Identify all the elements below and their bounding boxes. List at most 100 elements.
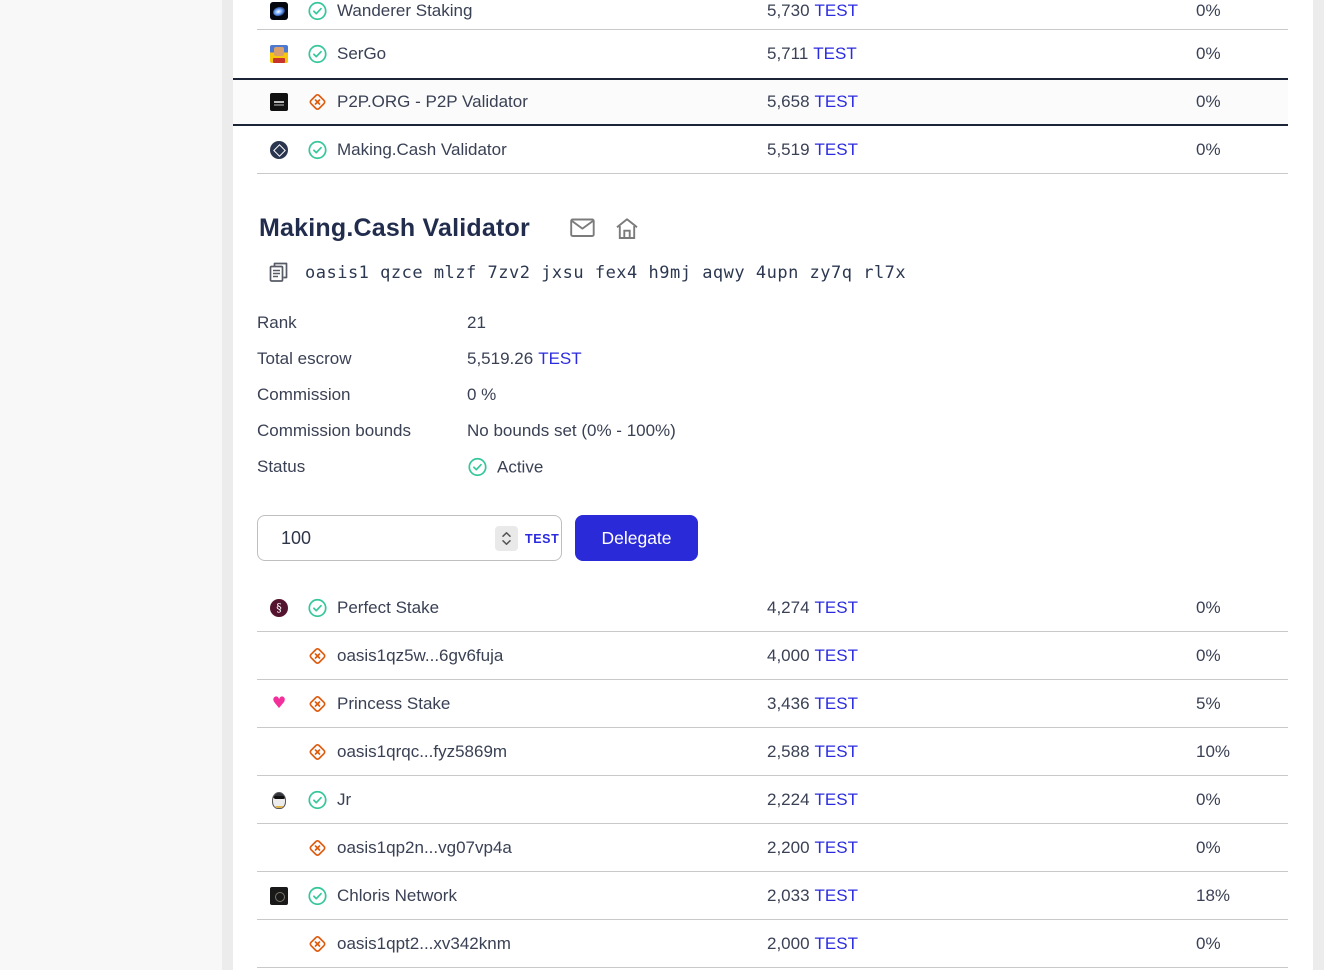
escrow-amount: 5,658 — [767, 92, 810, 111]
row-separator — [257, 631, 1288, 632]
commission-pct: 0% — [1196, 598, 1221, 617]
escrow-amount: 5,711 — [767, 44, 809, 63]
token-link[interactable]: TEST — [814, 886, 858, 905]
validator-name[interactable]: oasis1qpt2...xv342knm — [337, 934, 511, 953]
token-link[interactable]: TEST — [538, 349, 582, 368]
validator-name[interactable]: SerGo — [337, 44, 387, 63]
validator-name[interactable]: P2P.ORG - P2P Validator — [337, 92, 528, 111]
token-link[interactable]: TEST — [813, 44, 857, 63]
token-link[interactable]: TEST — [814, 646, 858, 665]
token-link[interactable]: TEST — [814, 0, 858, 20]
escrow-amount: 3,436 — [767, 694, 810, 713]
table-row[interactable]: Making.Cash Validator 5,519 TEST 0% — [233, 126, 1288, 174]
escrow-amount: 2,224 — [767, 790, 810, 809]
validator-name[interactable]: Princess Stake — [337, 694, 451, 713]
validator-name[interactable]: oasis1qrqc...fyz5869m — [337, 742, 508, 761]
empty-avatar — [270, 647, 288, 665]
table-row[interactable]: SerGo 5,711 TEST 0% — [233, 30, 1288, 78]
token-link[interactable]: TEST — [814, 598, 858, 617]
row-separator — [257, 967, 1288, 968]
escrow-amount: 4,274 — [767, 598, 810, 617]
detail-label: Commission — [257, 385, 351, 404]
home-icon[interactable] — [615, 217, 639, 240]
maroon-logo-avatar — [270, 599, 288, 617]
empty-avatar — [270, 743, 288, 761]
table-row[interactable]: Chloris Network 2,033 TEST 18% — [233, 872, 1288, 920]
scrollbar-track[interactable] — [1313, 0, 1324, 970]
chloris-logo-avatar — [270, 887, 288, 905]
detail-row-status: Status Active — [257, 449, 1157, 485]
copy-address-icon[interactable] — [269, 262, 288, 284]
validator-name[interactable]: Perfect Stake — [337, 598, 440, 617]
commission-pct: 0% — [1196, 44, 1221, 63]
validator-address[interactable]: oasis1 qzce mlzf 7zv2 jxsu fex4 h9mj aqw… — [305, 263, 907, 283]
penguin-avatar — [272, 791, 286, 809]
token-link[interactable]: TEST — [814, 140, 858, 159]
page-title: Making.Cash Validator — [259, 213, 530, 242]
empty-avatar — [270, 839, 288, 857]
empty-avatar — [270, 935, 288, 953]
cube-logo-avatar — [270, 141, 288, 159]
token-link[interactable]: TEST — [814, 742, 858, 761]
row-separator — [257, 727, 1288, 728]
commission-pct: 0% — [1196, 838, 1221, 857]
status-active-icon — [307, 44, 328, 65]
amount-stepper[interactable] — [495, 526, 518, 551]
delegate-button[interactable]: Delegate — [575, 515, 698, 561]
commission-pct: 0% — [1196, 92, 1221, 111]
validator-name[interactable]: Making.Cash Validator — [337, 140, 507, 159]
validator-details: Rank 21 Total escrow 5,519.26 TEST Commis… — [257, 305, 1157, 485]
validator-name[interactable]: oasis1qz5w...6gv6fuja — [337, 646, 504, 665]
escrow-amount: 2,000 — [767, 934, 810, 953]
table-row[interactable]: oasis1qrqc...fyz5869m 2,588 TEST 10% — [233, 728, 1288, 776]
token-link[interactable]: TEST — [814, 92, 858, 111]
table-row[interactable]: Wanderer Staking 5,730 TEST 0% — [233, 0, 1288, 30]
escrow-amount: 5,519 — [767, 140, 810, 159]
table-row[interactable]: oasis1qpt2...xv342knm 2,000 TEST 0% — [233, 920, 1288, 968]
main-content: Wanderer Staking 5,730 TEST 0% SerGo 5,71… — [233, 0, 1313, 970]
panel-divider — [222, 0, 233, 970]
status-active-icon — [307, 0, 328, 21]
mail-icon[interactable] — [570, 218, 595, 238]
status-active-icon — [467, 457, 488, 478]
amount-input[interactable] — [258, 516, 486, 560]
status-inactive-icon — [307, 934, 328, 955]
validator-name[interactable]: Jr — [337, 790, 352, 809]
status-active-icon — [307, 790, 328, 811]
status-active-icon — [307, 140, 328, 161]
row-separator — [257, 823, 1288, 824]
detail-row-escrow: Total escrow 5,519.26 TEST — [257, 341, 1157, 377]
validator-name[interactable]: Wanderer Staking — [337, 0, 473, 20]
p2p-logo-avatar — [270, 93, 288, 111]
validator-name[interactable]: oasis1qp2n...vg07vp4a — [337, 838, 512, 857]
detail-label: Status — [257, 457, 306, 476]
table-row[interactable]: oasis1qp2n...vg07vp4a 2,200 TEST 0% — [233, 824, 1288, 872]
detail-value: 5,519.26 — [467, 349, 534, 368]
table-row[interactable]: oasis1qz5w...6gv6fuja 4,000 TEST 0% — [233, 632, 1288, 680]
detail-label: Commission bounds — [257, 421, 412, 440]
status-active-icon — [307, 598, 328, 619]
amount-field-container: TEST — [257, 515, 562, 561]
token-link[interactable]: TEST — [814, 838, 858, 857]
detail-row-commission: Commission 0 % — [257, 377, 1157, 413]
token-link[interactable]: TEST — [814, 934, 858, 953]
token-link[interactable]: TEST — [814, 694, 858, 713]
token-label: TEST — [525, 532, 560, 546]
table-row-selected[interactable]: P2P.ORG - P2P Validator 5,658 TEST 0% — [233, 78, 1288, 126]
escrow-amount: 5,730 — [767, 0, 810, 20]
escrow-amount: 2,200 — [767, 838, 810, 857]
escrow-amount: 2,033 — [767, 886, 810, 905]
background-panel — [0, 0, 222, 970]
row-separator — [257, 775, 1288, 776]
validator-name[interactable]: Chloris Network — [337, 886, 457, 905]
detail-value: No bounds set (0% - 100%) — [467, 421, 676, 440]
commission-pct: 0% — [1196, 140, 1221, 159]
status-inactive-icon — [307, 694, 328, 715]
commission-pct: 0% — [1196, 790, 1221, 809]
token-link[interactable]: TEST — [814, 790, 858, 809]
table-row[interactable]: Jr 2,224 TEST 0% — [233, 776, 1288, 824]
row-separator — [257, 919, 1288, 920]
